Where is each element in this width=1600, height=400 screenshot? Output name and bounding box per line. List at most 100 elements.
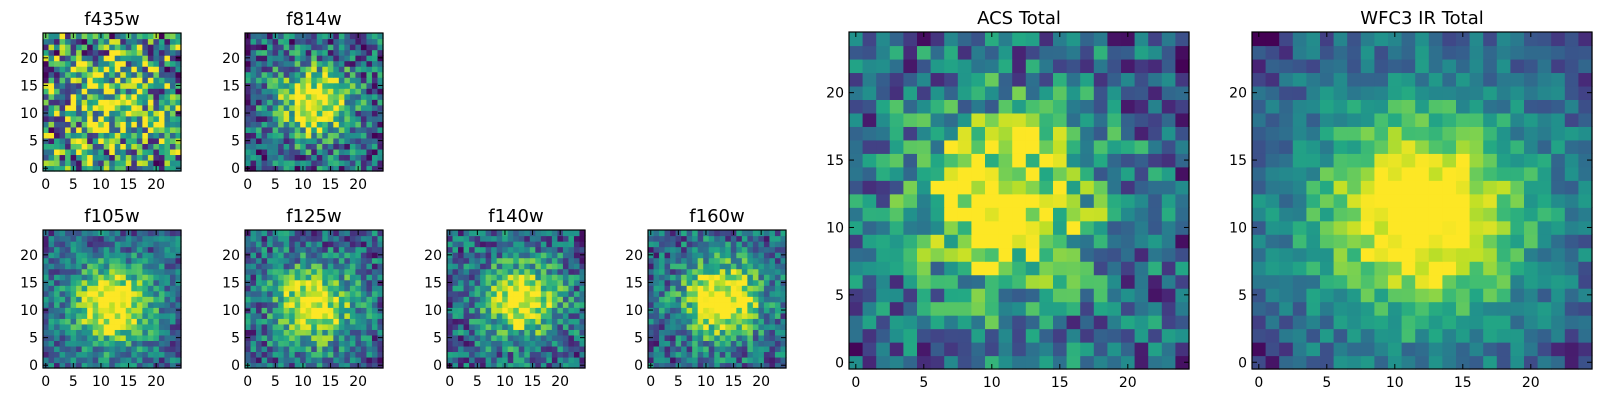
heatmap-cell (158, 246, 166, 253)
heatmap-cell (648, 301, 655, 308)
heatmap-cell (653, 296, 660, 303)
heatmap-cell (535, 268, 542, 275)
heatmap-cell (752, 334, 759, 341)
heatmap-cell (164, 351, 171, 358)
heatmap-cell (355, 340, 362, 347)
heatmap-cell (43, 121, 50, 128)
heatmap-cell (278, 252, 285, 259)
heatmap-cell (758, 246, 765, 253)
heatmap-cell (92, 301, 99, 308)
heatmap-cell (675, 241, 682, 248)
heatmap-cell (103, 345, 110, 353)
heatmap-cell (125, 132, 132, 139)
heatmap-cell (659, 318, 666, 325)
heatmap-cell (300, 345, 307, 353)
heatmap-cell (366, 132, 373, 139)
heatmap-cell (92, 82, 99, 89)
heatmap-cell (546, 356, 553, 364)
heatmap-cell (675, 301, 682, 308)
heatmap-cell (278, 235, 285, 242)
heatmap-cell (322, 126, 329, 133)
heatmap-cell (267, 110, 274, 117)
heatmap-cell (164, 165, 171, 172)
heatmap-cell (540, 334, 547, 341)
heatmap-cell (1148, 288, 1163, 303)
heatmap-cell (59, 132, 66, 139)
heatmap-cell (120, 230, 127, 237)
heatmap-cell (59, 257, 66, 264)
heatmap-cell (103, 99, 110, 106)
heatmap-cell (316, 329, 323, 336)
heatmap-cell (169, 44, 177, 51)
heatmap-cell (327, 340, 334, 347)
heatmap-cell (889, 355, 904, 370)
heatmap-cell (557, 307, 564, 314)
heatmap-cell (136, 93, 143, 100)
heatmap-cell (573, 340, 581, 347)
heatmap-cell (250, 301, 257, 308)
heatmap-cell (256, 279, 263, 286)
heatmap-cell (769, 351, 776, 358)
heatmap-cell (480, 241, 487, 248)
heatmap-cell (120, 154, 127, 161)
heatmap-cell (985, 261, 1000, 276)
heatmap-cell (256, 110, 263, 117)
heatmap-cell (491, 246, 498, 253)
heatmap-cell (311, 49, 318, 56)
heatmap-cell (175, 60, 182, 67)
heatmap-cell (360, 66, 368, 73)
heatmap-cell (1483, 261, 1498, 276)
heatmap-cell (48, 115, 55, 122)
heatmap-cell (245, 143, 252, 150)
heatmap-cell (1175, 261, 1190, 276)
heatmap-cell (540, 241, 547, 248)
heatmap-cell (1121, 180, 1136, 195)
heatmap-cell (98, 93, 105, 100)
heatmap-cell (664, 241, 671, 248)
heatmap-cell (316, 274, 323, 281)
heatmap-cell (1428, 220, 1443, 235)
heatmap-cell (300, 263, 307, 270)
heatmap-cell (1012, 342, 1027, 357)
heatmap-cell (169, 263, 177, 270)
heatmap-cell (708, 235, 715, 242)
heatmap-cell (1093, 180, 1108, 195)
heatmap-cell (114, 49, 121, 56)
heatmap-cell (283, 126, 290, 133)
heatmap-cell (1175, 85, 1190, 100)
heatmap-cell (338, 132, 345, 139)
heatmap-cell (300, 38, 307, 45)
heatmap-cell (769, 329, 776, 336)
heatmap-cell (65, 312, 72, 319)
heatmap-cell (540, 246, 547, 253)
heatmap-cell (463, 362, 470, 369)
heatmap-cell (1401, 166, 1416, 181)
heatmap-cell (957, 32, 972, 47)
heatmap-cell (70, 329, 77, 336)
heatmap-cell (653, 318, 660, 325)
heatmap-cell (98, 246, 105, 253)
heatmap-cell (278, 351, 285, 358)
heatmap-cell (256, 126, 263, 133)
heatmap-cell (930, 58, 945, 74)
heatmap-cell (289, 296, 296, 303)
heatmap-cell (48, 132, 55, 139)
heatmap-cell (267, 49, 274, 56)
heatmap-cell (1279, 355, 1294, 370)
heatmap-cell (344, 71, 351, 78)
heatmap-cell (158, 99, 166, 106)
heatmap-cell (245, 241, 252, 248)
heatmap-cell (136, 274, 143, 281)
heatmap-cell (524, 351, 531, 358)
heatmap-cell (114, 60, 121, 67)
heatmap-cell (289, 115, 296, 122)
heatmap-cell (719, 279, 726, 286)
heatmap-cell (278, 143, 285, 150)
heatmap-cell (971, 58, 986, 74)
heatmap-cell (322, 93, 329, 100)
heatmap-cell (659, 290, 666, 297)
heatmap-cell (261, 126, 268, 133)
heatmap-cell (109, 126, 116, 133)
heatmap-cell (1053, 180, 1068, 195)
heatmap-cell (1053, 234, 1068, 249)
